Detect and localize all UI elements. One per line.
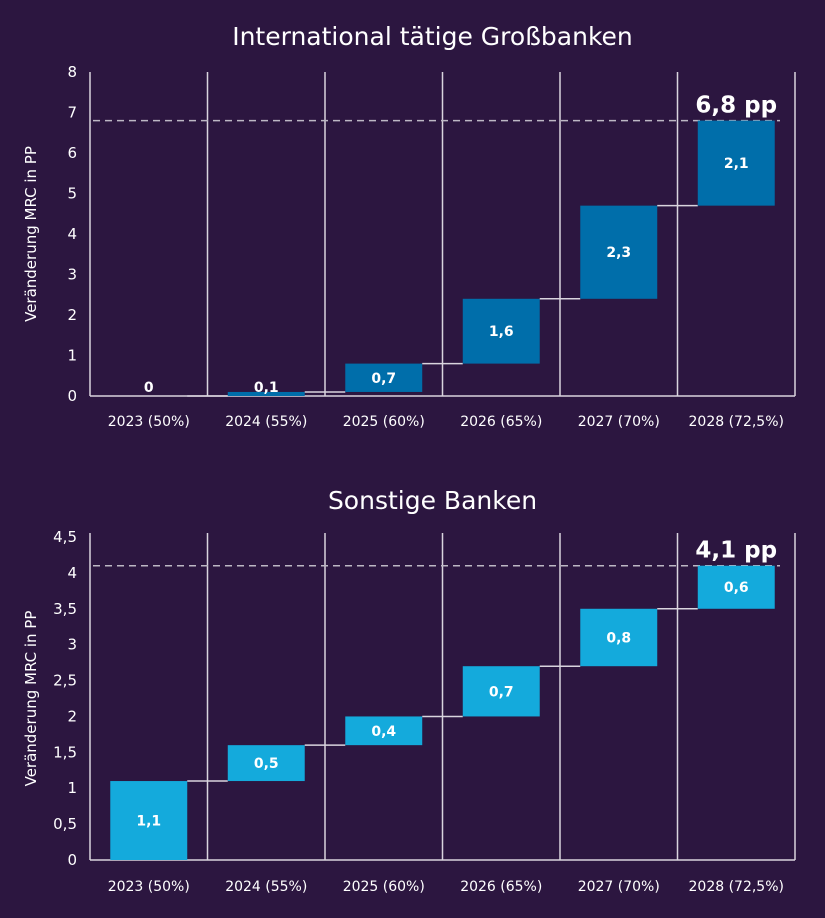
y-tick-label: 6	[67, 144, 77, 162]
y-axis-title: Veränderung MRC in PP	[22, 146, 40, 322]
bar-value-label: 2,3	[606, 245, 631, 261]
bar-value-label: 2,1	[724, 156, 749, 172]
y-axis-title: Veränderung MRC in PP	[22, 611, 40, 787]
y-tick-label: 1,5	[53, 743, 77, 761]
bar-value-label: 0,6	[724, 580, 749, 596]
x-tick-label: 2027 (70%)	[578, 414, 660, 430]
waterfall-bar	[110, 781, 188, 860]
y-tick-label: 1	[67, 347, 77, 365]
chart-grossbanken: 0 1 2 3 4 5 6 7 8 Veränderung MRC in PP 0 2023 (50%…	[22, 63, 796, 430]
y-tick-label: 8	[67, 63, 77, 81]
x-tick-label: 2026 (65%)	[460, 414, 542, 430]
x-tick-label: 2024 (55%)	[225, 879, 307, 895]
y-tick-label: 4	[67, 564, 77, 582]
waterfall-bar	[697, 120, 775, 206]
x-tick-label: 2023 (50%)	[108, 879, 190, 895]
bar-value-label: 0,1	[254, 380, 279, 396]
waterfall-bar	[227, 745, 305, 782]
bar-value-label: 1,6	[489, 324, 514, 340]
chart-title-grossbanken: International tätige Großbanken	[232, 22, 633, 51]
y-tick-label: 3,5	[53, 600, 77, 618]
bar-value-label: 0,5	[254, 756, 279, 772]
y-tick-label: 1	[67, 779, 77, 797]
y-tick-label: 0	[67, 387, 77, 405]
y-tick-label: 2	[67, 707, 77, 725]
y-tick-label: 4	[67, 225, 77, 243]
bar-value-label: 0,7	[489, 684, 514, 700]
waterfall-bar	[462, 666, 540, 717]
waterfall-bar	[697, 565, 775, 609]
waterfall-bar	[345, 716, 423, 746]
y-tick-label: 5	[67, 185, 77, 203]
bar-value-label: 1,1	[136, 814, 161, 830]
waterfall-bar	[580, 205, 658, 299]
y-tick-label: 3	[67, 266, 77, 284]
y-tick-label: 4,5	[53, 528, 77, 546]
waterfall-bar	[462, 298, 540, 364]
bar-value-label: 0,7	[371, 371, 396, 387]
bar-value-label: 0,4	[371, 724, 396, 740]
y-tick-label: 3	[67, 636, 77, 654]
x-tick-label: 2027 (70%)	[578, 879, 660, 895]
waterfall-bar	[227, 391, 305, 396]
total-label: 4,1 pp	[695, 538, 777, 564]
x-tick-label: 2025 (60%)	[343, 414, 425, 430]
x-tick-label: 2028 (72,5%)	[689, 414, 784, 430]
x-tick-label: 2026 (65%)	[460, 879, 542, 895]
y-tick-label: 2,5	[53, 672, 77, 690]
waterfall-bar	[345, 363, 423, 392]
waterfall-bar	[580, 608, 658, 667]
chart-title-sonstige-banken: Sonstige Banken	[327, 486, 538, 515]
x-tick-label: 2024 (55%)	[225, 414, 307, 430]
y-tick-label: 7	[67, 104, 77, 122]
bar-value-label: 0,8	[606, 630, 631, 646]
y-tick-label: 0,5	[53, 815, 77, 833]
x-tick-label: 2023 (50%)	[108, 414, 190, 430]
y-tick-label: 0	[67, 851, 77, 869]
y-tick-label: 2	[67, 306, 77, 324]
bar-value-label: 0	[144, 380, 154, 396]
total-label: 6,8 pp	[695, 93, 777, 119]
x-tick-label: 2028 (72,5%)	[689, 879, 784, 895]
x-tick-label: 2025 (60%)	[343, 879, 425, 895]
